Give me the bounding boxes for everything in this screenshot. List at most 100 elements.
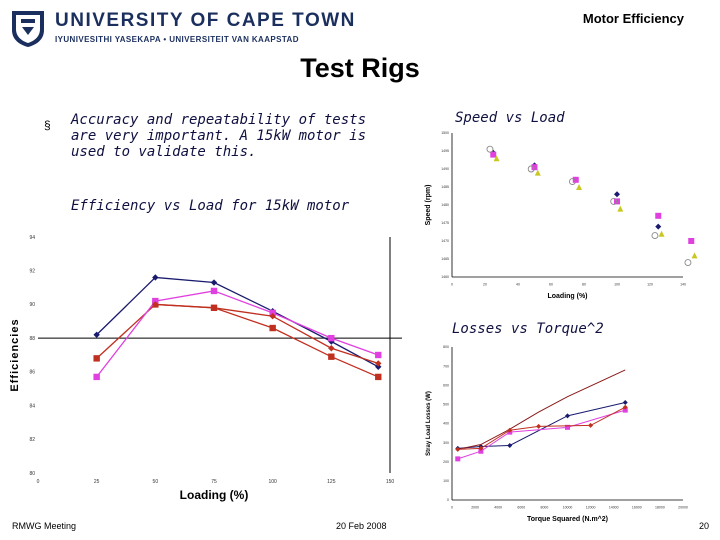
speed-data-point [614,191,620,198]
speed-data-point [527,165,535,173]
speed-x-tick-label: 80 [582,283,586,287]
efficiency-y-tick-label: 84 [29,403,35,409]
efficiency-data-point [210,279,218,286]
losses-data-point [507,442,513,448]
losses-y-tick-label: 300 [443,441,449,445]
losses-data-point [588,422,594,428]
speed-caption: Speed vs Load [455,110,565,126]
speed-y-tick-label: 1480 [441,203,449,207]
losses-y-tick-label: 700 [443,364,449,368]
efficiency-x-tick-label: 75 [211,479,217,485]
speed-y-tick-label: 1490 [441,167,449,171]
losses-series-line [457,401,626,449]
speed-data-point [651,232,659,240]
efficiency-x-tick-label: 150 [386,479,395,485]
speed-data-point [688,238,695,244]
efficiency-data-point [328,345,335,352]
losses-data-point [622,404,628,410]
efficiency-y-tick-label: 86 [29,370,35,376]
losses-data-point [478,445,484,451]
speed-data-point [534,169,541,176]
losses-x-tick-label: 12000 [586,506,596,510]
speed-y-tick-label: 1470 [441,239,449,243]
efficiency-x-tick-label: 50 [153,479,159,485]
efficiency-data-point [269,313,276,320]
losses-x-tick-label: 14000 [609,506,619,510]
losses-y-tick-label: 500 [443,403,449,407]
efficiency-series-line [155,303,379,365]
efficiency-x-tick-label: 125 [327,479,336,485]
page-number: 20 [699,521,710,531]
efficiency-x-tick-label: 25 [94,479,100,485]
efficiency-y-tick-label: 94 [29,235,35,241]
efficiency-data-point [269,309,276,317]
speed-y-axis-label: Speed (rpm) [425,185,432,226]
speed-data-point [655,212,662,219]
losses-data-point [455,446,461,452]
speed-x-tick-label: 20 [483,283,487,287]
speed-y-tick-label: 1465 [441,257,449,261]
losses-x-tick-label: 10000 [563,506,573,510]
efficiency-y-tick-label: 92 [29,268,35,274]
speed-x-tick-label: 140 [680,283,686,287]
efficiency-data-point [93,331,100,338]
losses-caption: Losses vs Torque^2 [452,321,604,337]
losses-x-tick-label: 2000 [471,506,479,510]
losses-data-point [536,423,542,429]
speed-x-tick-label: 0 [451,283,453,287]
losses-x-tick-label: 8000 [541,506,549,510]
university-name: UNIVERSITY OF CAPE TOWN [55,10,356,31]
efficiency-data-point [152,297,159,305]
speed-data-point [486,145,494,153]
losses-data-point [622,407,628,413]
losses-x-tick-label: 0 [451,506,453,510]
speed-data-point [691,252,698,259]
efficiency-data-point [375,373,382,381]
speed-data-point [569,178,576,186]
losses-x-tick-label: 20000 [678,506,688,510]
speed-y-tick-label: 1475 [441,221,449,225]
footer-date: 20 Feb 2008 [336,521,387,531]
losses-y-axis-label: Stray Load Losses (W) [426,391,432,456]
losses-data-point [455,456,461,462]
losses-y-tick-label: 200 [443,460,449,464]
speed-y-tick-label: 1500 [441,131,449,135]
losses-y-tick-label: 400 [443,422,449,426]
efficiency-data-point [328,353,335,360]
speed-x-tick-label: 60 [549,283,553,287]
efficiency-y-tick-label: 90 [29,302,35,308]
speed-data-point [684,259,692,267]
efficiency-x-axis-label: Loading (%) [180,488,249,502]
efficiency-data-point [328,334,335,342]
efficiency-y-tick-label: 82 [29,437,35,443]
efficiency-series-line [96,303,379,378]
corner-label: Motor Efficiency [582,11,684,26]
efficiency-caption: Efficiency vs Load for 15kW motor [71,198,350,214]
losses-data-point [507,427,513,433]
efficiency-data-point [152,274,159,281]
losses-x-tick-label: 4000 [494,506,502,510]
efficiency-data-point [210,287,218,295]
efficiency-series-line [96,290,379,378]
efficiency-data-point [93,355,100,362]
losses-series-line [457,406,626,450]
speed-data-point [531,164,538,171]
efficiency-data-point [210,304,218,311]
crest-logo-icon [12,11,44,47]
bullet-marker: § [44,118,51,132]
speed-y-tick-label: 1495 [441,149,449,153]
losses-data-point [622,399,628,405]
speed-data-point [490,151,497,158]
efficiency-data-point [375,360,382,367]
losses-data-point [565,413,570,419]
losses-y-tick-label: 600 [443,383,449,387]
efficiency-series-line [96,276,379,368]
losses-y-tick-label: 100 [443,479,449,483]
efficiency-data-point [152,301,159,308]
losses-x-tick-label: 16000 [632,506,642,510]
efficiency-y-tick-label: 88 [29,336,35,342]
losses-data-point [478,448,484,454]
losses-y-tick-label: 0 [447,498,449,502]
speed-x-tick-label: 100 [614,283,620,287]
efficiency-x-tick-label: 0 [37,479,40,485]
